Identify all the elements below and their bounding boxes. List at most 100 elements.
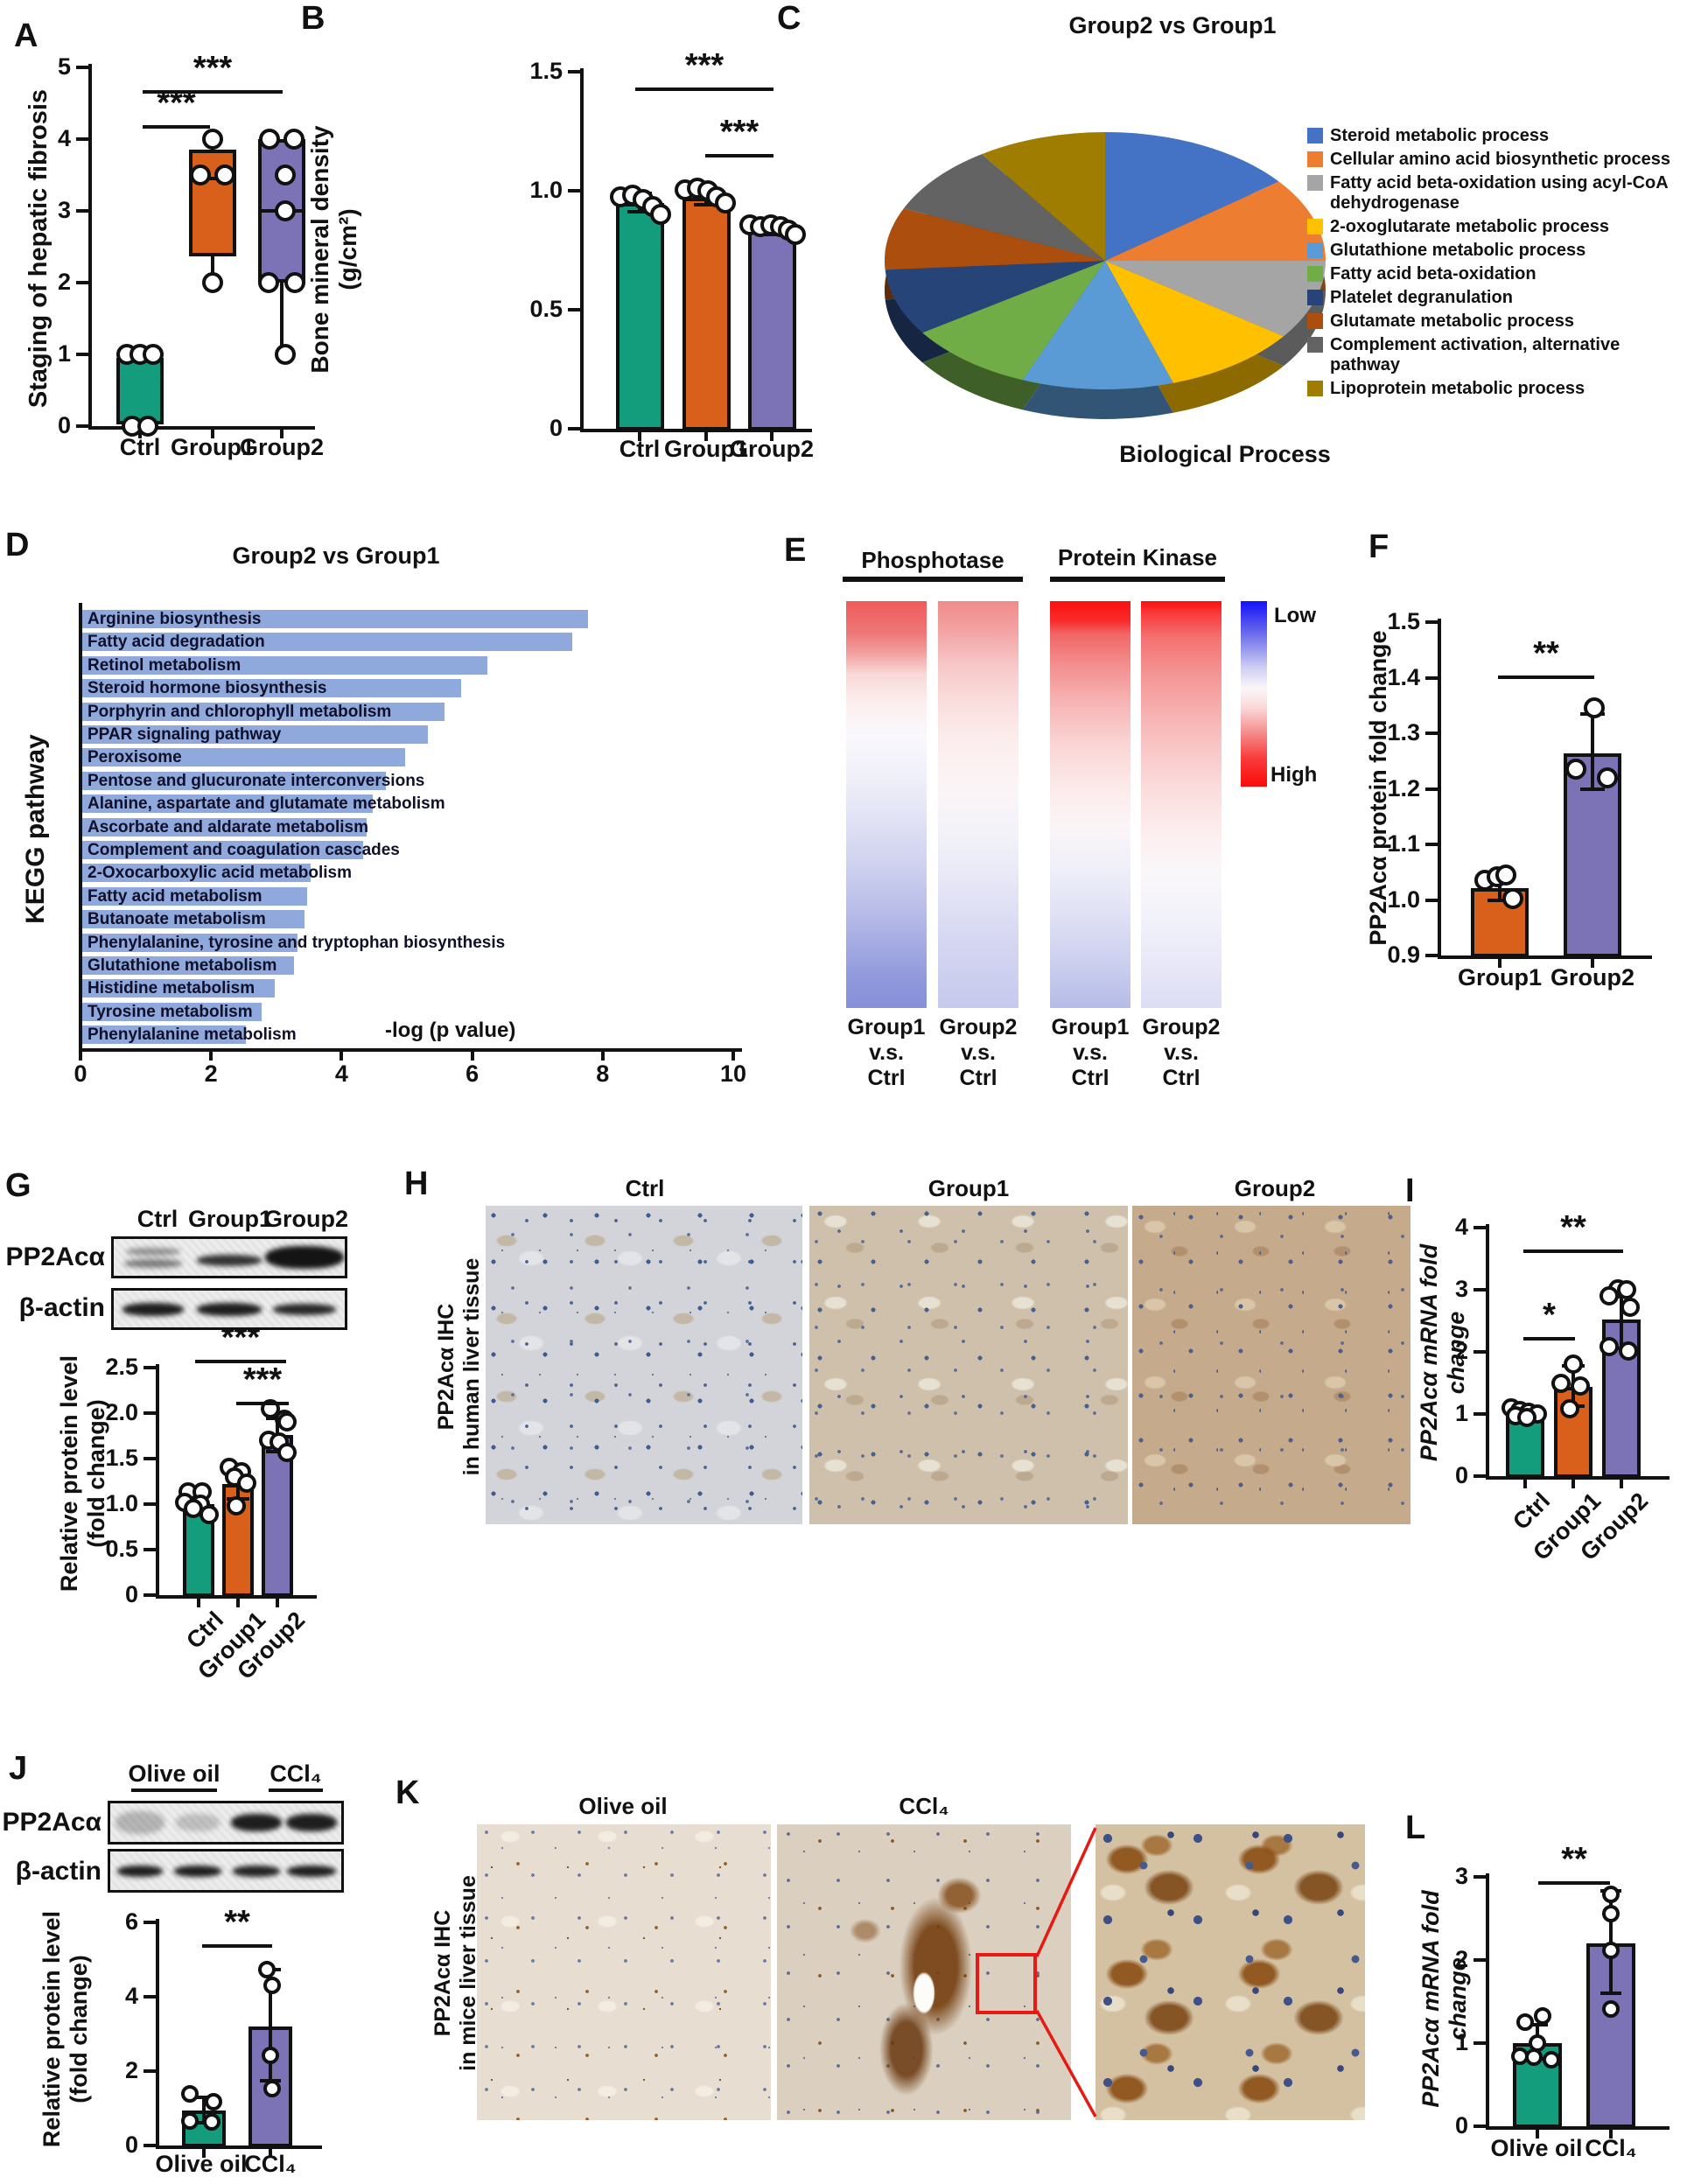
legend-item: Complement activation, alternative pathw… bbox=[1307, 335, 1684, 375]
panelK-side-label: PP2Acα IHC in mice liver tissue bbox=[430, 1875, 480, 2071]
panelL-xlabel: CCl₄ bbox=[1585, 2135, 1637, 2161]
panelG-lane-group2: Group2 bbox=[263, 1206, 349, 1232]
panelG-point bbox=[277, 1442, 297, 1462]
legend-swatch bbox=[1307, 219, 1323, 234]
legend-item: Cellular amino acid biosynthetic process bbox=[1307, 150, 1684, 170]
panelB-ytick bbox=[568, 427, 580, 430]
panel-letter-e: E bbox=[784, 532, 807, 569]
panelF-sig-label: ** bbox=[1533, 635, 1559, 672]
panelI-point bbox=[1551, 1373, 1571, 1393]
panelA-ytick-label: 2 bbox=[57, 269, 71, 295]
panelA-point bbox=[259, 129, 280, 150]
panelF-point bbox=[1584, 697, 1605, 719]
panelL-err-cap bbox=[1527, 2023, 1548, 2027]
panelD-xtick-label: 0 bbox=[74, 1060, 88, 1087]
panelJ-underline-ccl4 bbox=[269, 1788, 323, 1792]
panelF-xlabel: Group1 bbox=[1457, 964, 1543, 990]
panelG-sig-label: *** bbox=[242, 1362, 283, 1398]
panelF-point bbox=[1495, 864, 1516, 886]
pie-slice-Steroid metabolic process bbox=[1105, 132, 1279, 261]
panelD-bar bbox=[82, 1026, 246, 1045]
panelG-cat-tick bbox=[276, 1599, 279, 1607]
panelJ-sig-label: ** bbox=[224, 1904, 250, 1941]
panelF-ytick bbox=[1425, 898, 1438, 902]
panelL-cat-tick bbox=[1536, 2130, 1539, 2138]
panelL-point bbox=[1525, 2048, 1543, 2067]
panelG-cat-tick bbox=[236, 1599, 240, 1607]
panelD-bar bbox=[82, 910, 304, 929]
panelB-err-cap bbox=[627, 210, 652, 214]
panelJ-blot-row-pp2aca: PP2Acα bbox=[2, 1808, 102, 1837]
legend-item: Platelet degranulation bbox=[1307, 288, 1684, 308]
panelF-ytick bbox=[1425, 732, 1438, 735]
panelG-point bbox=[237, 1474, 256, 1494]
panelD-xtick bbox=[732, 1052, 735, 1060]
panelJ-sig-line bbox=[202, 1944, 272, 1948]
panelJ-lane-ccl4: CCl₄ bbox=[270, 1760, 322, 1787]
panelJ-blot-row-bactin: β-actin bbox=[15, 1857, 102, 1886]
panelF-cat-tick bbox=[1498, 959, 1502, 968]
panelE-col4-l1: Group2 bbox=[1142, 1015, 1221, 1040]
panelK-ihc-ccl4 bbox=[777, 1824, 1071, 2120]
panelE-underline-protein-kinase bbox=[1050, 577, 1225, 582]
panelI-point bbox=[1600, 1286, 1619, 1306]
panelI-point bbox=[1564, 1354, 1583, 1375]
panelD-bar-label: Alanine, aspartate and glutamate metabol… bbox=[88, 794, 445, 814]
panelI-point bbox=[1600, 1337, 1619, 1357]
panelD-bar-label: Ascorbate and aldarate metabolism bbox=[88, 817, 368, 836]
pie-slice-Glutathione metabolic process bbox=[1022, 261, 1173, 390]
panelB-xlabel: Ctrl bbox=[619, 436, 661, 462]
panelJ-blot-band bbox=[231, 1814, 282, 1831]
panelB-ytick bbox=[568, 70, 580, 74]
pie-slice-side bbox=[922, 290, 1105, 410]
panelE-title-phosphotase: Phosphotase bbox=[861, 547, 1004, 573]
panelD-bar-label: Complement and coagulation cascades bbox=[88, 841, 400, 859]
panelJ-point bbox=[181, 2111, 199, 2130]
pie-slice-Fatty acid beta-oxidation bbox=[922, 261, 1105, 381]
panelG-ytick-label: 2.0 bbox=[105, 1399, 138, 1425]
panelE-heatmap-col-Group1 v.s. Ctrl bbox=[846, 601, 927, 1008]
panelB-cat-tick bbox=[704, 432, 708, 441]
panelB-ytick-label: 1.5 bbox=[529, 58, 563, 84]
panelD-bar bbox=[82, 817, 367, 836]
panelG-blot-band bbox=[197, 1254, 262, 1266]
panelB-sig-line bbox=[635, 88, 774, 91]
panelB-cat-tick bbox=[638, 432, 641, 441]
legend-label: Fatty acid beta-oxidation using acyl-CoA… bbox=[1330, 173, 1669, 213]
panelG-ytick bbox=[144, 1502, 156, 1506]
panelD-bar-label: Retinol metabolism bbox=[88, 655, 242, 675]
panelE-colorbar-high: High bbox=[1270, 763, 1318, 787]
panelE-col1-l3: Ctrl bbox=[867, 1066, 906, 1090]
panelG-lane-group1: Group1 bbox=[187, 1206, 273, 1232]
panelL-xlabel: Olive oil bbox=[1490, 2135, 1583, 2161]
panelB-ytick bbox=[568, 308, 580, 312]
panelA-ytick bbox=[76, 281, 88, 284]
panelA-point bbox=[137, 416, 158, 437]
panelD-bar bbox=[82, 655, 487, 675]
panelI-ytick-label: 4 bbox=[1454, 1214, 1468, 1240]
panelD-xtick bbox=[600, 1052, 605, 1060]
panelA-point bbox=[258, 272, 279, 293]
panelA-ytick-label: 0 bbox=[57, 412, 71, 438]
panelE-heatmap-col-Group2 v.s. Ctrl bbox=[938, 601, 1018, 1008]
panelD-bar-label: Steroid hormone biosynthesis bbox=[88, 679, 327, 698]
panelL-ytick-label: 1 bbox=[1454, 2029, 1468, 2055]
panelF-ytick-label: 0.9 bbox=[1387, 942, 1420, 968]
legend-swatch bbox=[1307, 290, 1323, 305]
pie-slice-Platelet degranulation bbox=[885, 261, 1105, 333]
legend-item: Glutamate metabolic process bbox=[1307, 312, 1684, 332]
panelF-ytick bbox=[1425, 954, 1438, 957]
panelG-ytick-label: 1.0 bbox=[105, 1490, 138, 1516]
panelI-ytick-label: 0 bbox=[1454, 1462, 1468, 1488]
panelG-blot-band bbox=[197, 1302, 262, 1316]
panelJ-blot-band bbox=[117, 1865, 163, 1877]
pie-slice-Fatty acid beta-oxidation using acyl-CoA dehydrogenase bbox=[1105, 261, 1326, 337]
legend-label: 2-oxoglutarate metabolic process bbox=[1330, 217, 1609, 236]
panelA-point bbox=[214, 164, 235, 186]
panelB-cat-tick bbox=[770, 432, 774, 441]
panelJ-blot-band bbox=[233, 1865, 280, 1877]
panelD-xaxis bbox=[79, 1048, 742, 1052]
panelD-bar bbox=[82, 841, 363, 859]
panel-letter-i: I bbox=[1405, 1172, 1415, 1209]
panelF-point bbox=[1565, 759, 1586, 780]
